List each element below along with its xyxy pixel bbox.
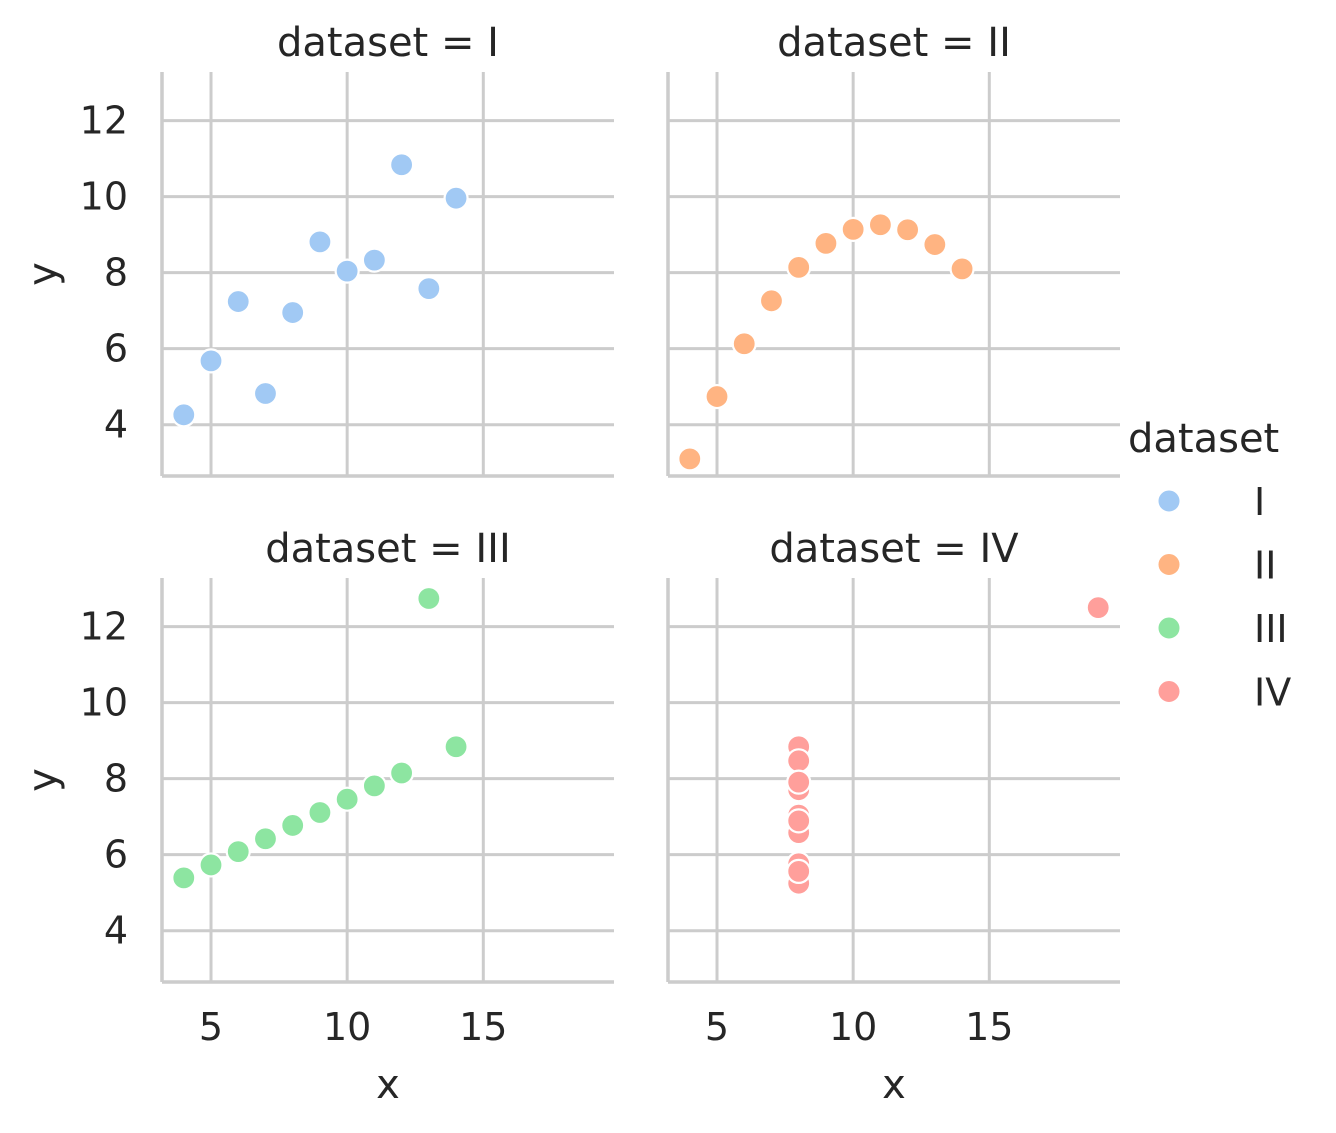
facet-panel-I: dataset = I 4 6 8 10 12 y [20,20,614,478]
data-point-ii [813,230,839,257]
x-tick-label: 5 [705,1005,729,1049]
y-tick-label: 12 [80,605,128,649]
x-tick-label: 10 [323,1005,371,1049]
x-axis-label: x [376,1062,400,1108]
panel-title: dataset = II [777,20,1011,66]
data-point-ii [704,383,730,410]
y-tick-label: 8 [104,251,128,295]
x-tick-label: 10 [829,1005,877,1049]
data-point-ii [731,331,757,357]
data-point-ii [867,212,893,238]
data-point-i [280,299,306,326]
y-tick-label: 12 [80,99,128,143]
legend-marker-ii [1156,552,1182,577]
y-tick-label: 10 [80,175,128,219]
facet-panel-IV: dataset = IV 5 10 15 x [666,526,1120,1108]
data-point-ii [922,231,948,258]
legend-label-ii: II [1254,544,1276,588]
data-point-i [361,247,387,273]
data-point-i [307,229,333,255]
data-point-iv [786,858,812,885]
legend-title: dataset [1128,416,1279,462]
data-point-i [416,276,442,302]
legend-marker-iv [1156,679,1182,704]
data-point-iv [1085,595,1111,621]
data-point-iv [786,808,812,834]
panel-title: dataset = III [265,526,511,572]
y-axis-label: y [20,768,66,792]
x-axis-label: x [882,1062,906,1108]
data-point-ii [895,217,921,243]
data-point-ii [677,446,703,472]
legend-label-iv: IV [1254,671,1291,715]
data-point-iv [786,748,812,774]
legend-label-iii: III [1254,607,1288,651]
data-point-i [198,348,224,374]
data-point-iii [307,799,333,826]
data-point-iii [198,852,224,878]
data-point-i [171,402,197,428]
data-point-iv [786,769,812,795]
legend-marker-iii [1156,615,1182,641]
legend-label-i: I [1254,480,1265,524]
data-point-i [443,185,469,211]
x-tick-label: 15 [965,1005,1013,1049]
facet-panel-II: dataset = II [666,20,1120,478]
data-point-i [252,380,279,407]
y-tick-label: 8 [104,757,128,801]
y-tick-label: 4 [104,909,128,953]
data-point-ii [758,288,785,314]
data-point-iii [389,760,415,786]
data-point-i [334,258,360,284]
data-point-iii [416,585,442,612]
data-point-i [225,288,251,315]
facet-panel-III: dataset = III 4 6 8 10 12 y 5 10 15 x [20,526,614,1108]
x-tick-label: 5 [199,1005,223,1049]
y-axis-label: y [20,262,66,286]
y-tick-label: 6 [104,327,128,371]
x-tick-label: 15 [459,1005,507,1049]
data-point-i [389,152,415,178]
data-point-ii [786,254,812,280]
panel-title: dataset = I [277,20,499,66]
y-tick-label: 10 [80,681,128,725]
data-point-ii [949,256,975,282]
data-point-iii [361,773,387,799]
data-point-iii [334,786,360,812]
legend-marker-i [1156,488,1182,514]
y-tick-label: 6 [104,833,128,877]
data-point-iii [225,839,251,865]
data-point-iii [443,734,469,760]
panel-title: dataset = IV [769,526,1019,572]
data-point-ii [840,216,866,242]
data-point-iii [280,812,306,839]
data-point-iii [252,826,279,852]
data-point-iii [171,865,197,891]
y-tick-label: 4 [104,403,128,447]
